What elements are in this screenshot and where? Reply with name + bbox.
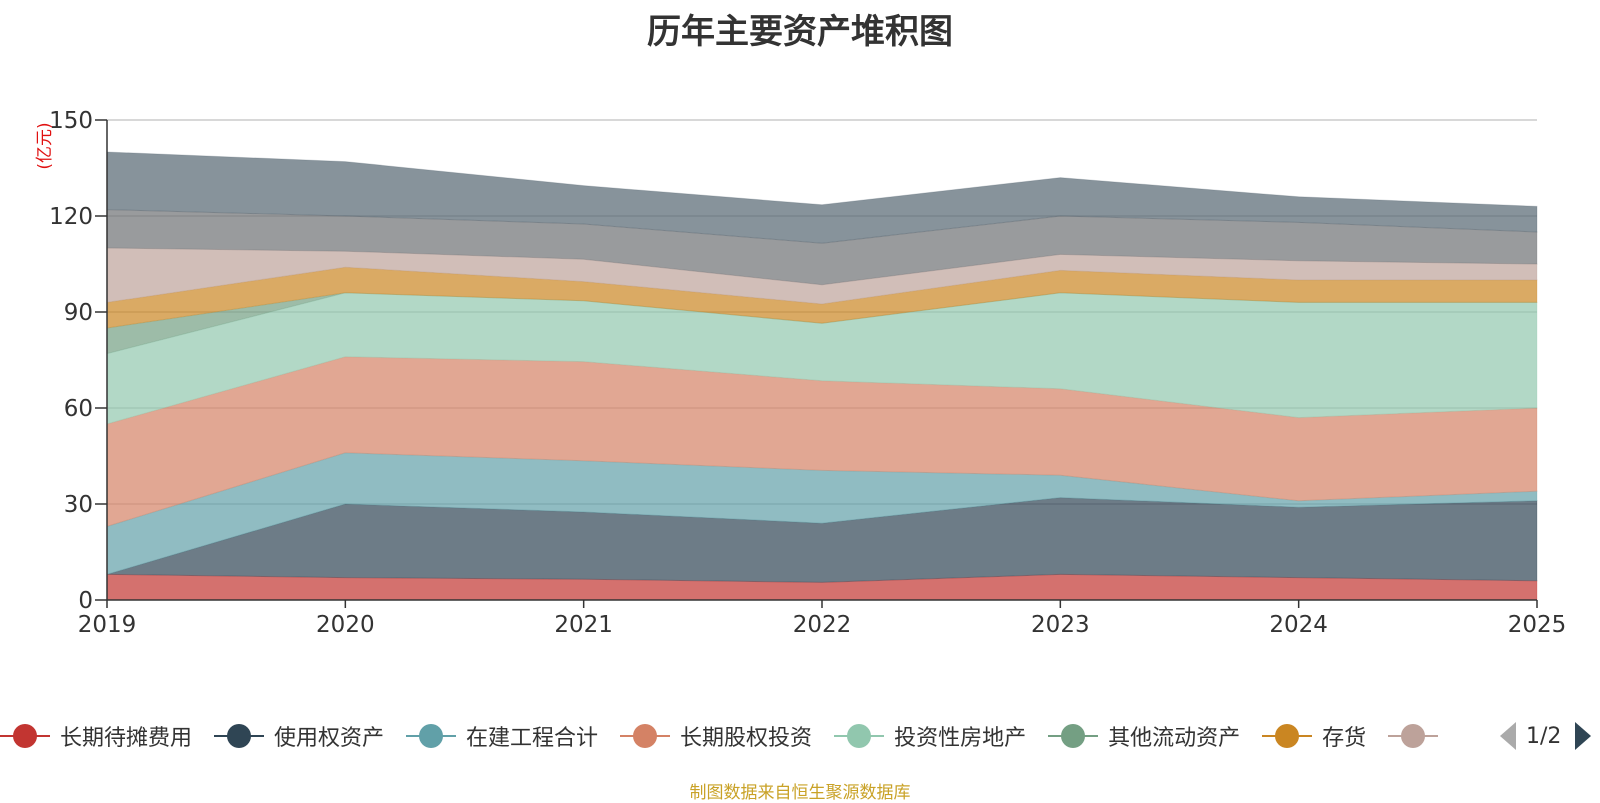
- legend-page-indicator: 1/2: [1526, 723, 1562, 749]
- legend-label: 投资性房地产: [894, 726, 1027, 751]
- legend-marker-icon: [214, 723, 265, 749]
- axes: 0 30 60 90 120 150 2019 2020 2021 2022 2023 2024 202…: [49, 108, 1566, 638]
- legend-marker-icon: [406, 723, 457, 749]
- legend: 长期待摊费用 使用权资产 在建工程合计 长期股权投资 投资性房地产 其他流动资产 存货: [0, 716, 1500, 756]
- x-tick-label: 2021: [554, 612, 613, 638]
- legend-item[interactable]: 长期待摊费用: [0, 720, 192, 752]
- legend-prev-page-icon[interactable]: [1500, 722, 1516, 750]
- legend-pager: 1/2: [1500, 716, 1600, 756]
- chart-title: 历年主要资产堆积图: [647, 12, 953, 52]
- legend-marker-icon: [1388, 723, 1439, 749]
- legend-item[interactable]: 长期股权投资: [620, 720, 812, 752]
- x-tick-label: 2019: [78, 612, 137, 638]
- area-series: [106, 151, 1538, 601]
- legend-marker-icon: [834, 723, 885, 749]
- x-tick-label: 2024: [1269, 612, 1328, 638]
- legend-marker-icon: [0, 723, 50, 749]
- legend-item[interactable]: 投资性房地产: [834, 720, 1026, 752]
- y-tick-label: 60: [64, 396, 93, 422]
- legend-next-page-icon[interactable]: [1575, 722, 1592, 750]
- area-series-9[interactable]: [106, 151, 1538, 244]
- y-axis-label: (亿元): [35, 122, 55, 169]
- x-tick-label: 2020: [316, 612, 375, 638]
- legend-label: 使用权资产: [274, 726, 385, 751]
- source-note: 制图数据来自恒生聚源数据库: [689, 783, 911, 803]
- legend-marker-icon: [1048, 723, 1099, 749]
- legend-item[interactable]: 其他流动资产: [1048, 720, 1240, 752]
- legend-label: 长期待摊费用: [60, 726, 193, 751]
- legend-marker-icon: [1262, 723, 1313, 749]
- legend-label: 其他流动资产: [1108, 726, 1241, 751]
- y-tick-label: 120: [49, 204, 93, 230]
- y-tick-label: 0: [78, 588, 93, 614]
- x-tick-label: 2022: [793, 612, 852, 638]
- y-tick-label: 30: [64, 492, 93, 518]
- legend-item[interactable]: 在建工程合计: [406, 720, 598, 752]
- legend-marker-icon: [620, 723, 671, 749]
- legend-label: 存货: [1322, 726, 1367, 751]
- x-tick-label: 2023: [1031, 612, 1090, 638]
- y-tick-label: 150: [49, 108, 93, 134]
- area-series-2[interactable]: [106, 452, 1538, 576]
- x-tick-label: 2025: [1508, 612, 1567, 638]
- legend-item[interactable]: 存货: [1262, 720, 1366, 752]
- y-tick-label: 90: [64, 300, 93, 326]
- legend-item[interactable]: 使用权资产: [214, 720, 384, 752]
- legend-label: 长期股权投资: [680, 726, 813, 751]
- legend-label: 在建工程合计: [466, 726, 599, 751]
- legend-item[interactable]: [1388, 723, 1448, 749]
